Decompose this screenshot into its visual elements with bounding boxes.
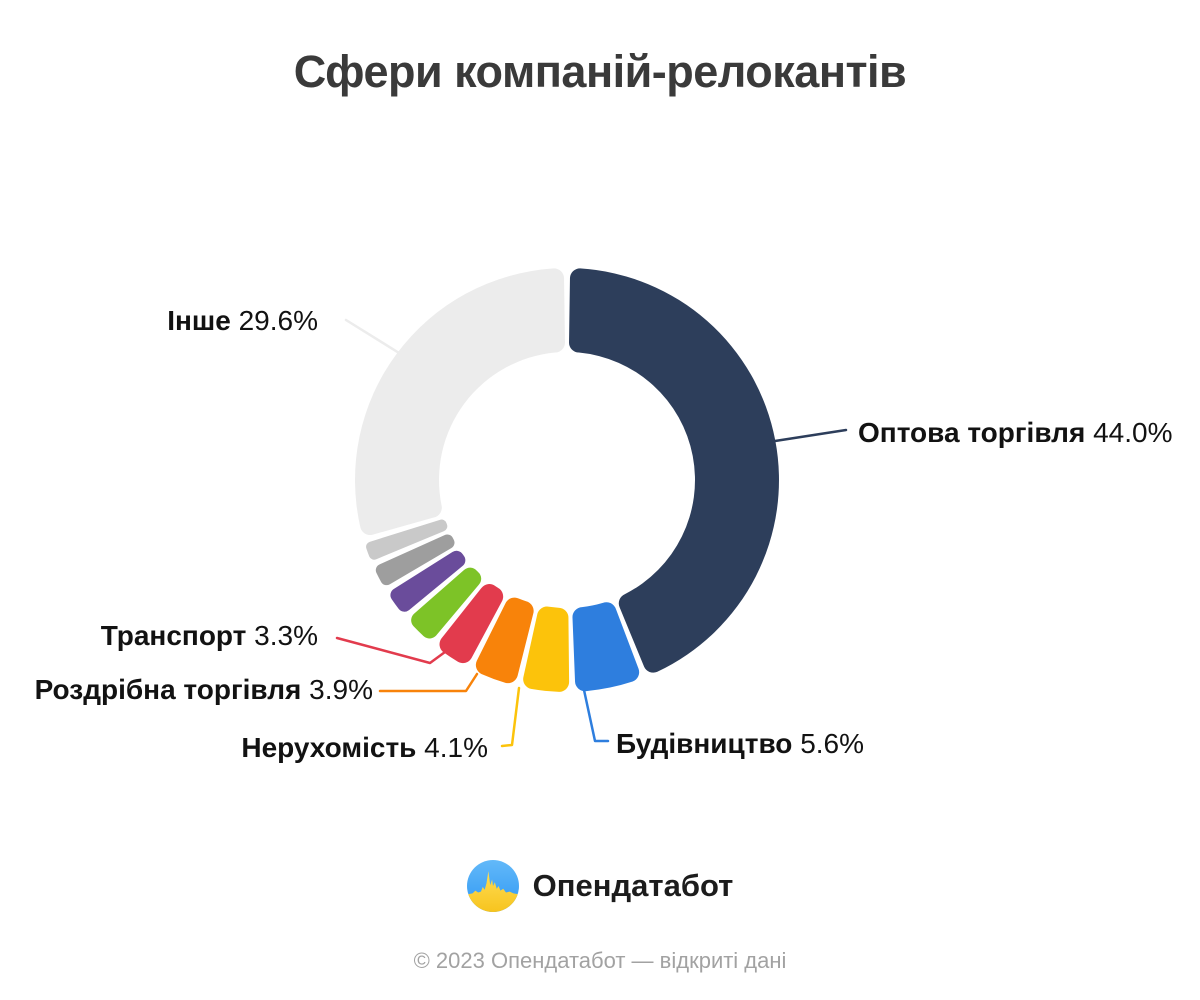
slice-label-value: 5.6%: [800, 728, 865, 759]
leader-line-оптова-торгівля: [773, 428, 848, 443]
slice-label-name: Інше: [167, 305, 239, 336]
slice-label-value: 3.3%: [254, 620, 318, 651]
donut-slice-other-8: [366, 519, 448, 560]
donut-slice-other-5: [411, 567, 482, 639]
donut-slice-other-6: [390, 550, 466, 612]
donut-slice-оптова-торгівля: [569, 268, 779, 673]
slice-label-name: Будівництво: [616, 728, 801, 759]
slice-label-транспорт: Транспорт 3.3%: [101, 619, 318, 653]
slice-label-value: 4.1%: [424, 732, 488, 763]
slice-label-value: 3.9%: [309, 674, 373, 705]
slice-label-будівництво: Будівництво 5.6%: [616, 727, 864, 761]
slice-label-value: 29.6%: [238, 305, 318, 336]
donut-slice-інше: [355, 268, 565, 536]
brand-lockup: Опендатабот: [0, 860, 1200, 912]
donut-slice-будівництво: [572, 602, 640, 692]
leader-line-роздрібна-торгівля: [378, 672, 479, 693]
slice-label-name: Оптова торгівля: [858, 417, 1094, 448]
slice-label-name: Нерухомість: [241, 732, 425, 763]
leader-line-транспорт: [335, 636, 447, 665]
slice-label-name: Роздрібна торгівля: [34, 674, 310, 705]
slice-label-нерухомість: Нерухомість 4.1%: [241, 731, 488, 765]
donut-slice-other-7: [375, 534, 455, 586]
leader-line-будівництво: [582, 688, 610, 743]
opendatabot-logo-icon: [466, 860, 519, 912]
slice-label-value: 44.0%: [1093, 417, 1173, 448]
donut-slice-нерухомість: [523, 606, 570, 692]
slice-label-роздрібна-торгівля: Роздрібна торгівля 3.9%: [35, 673, 373, 707]
slice-label-name: Транспорт: [100, 620, 255, 651]
copyright-text: © 2023 Опендатабот — відкриті дані: [413, 948, 787, 973]
brand-name: Опендатабот: [532, 868, 734, 903]
leader-line-нерухомість: [500, 686, 521, 748]
slice-label-оптова-торгівля: Оптова торгівля 44.0%: [858, 416, 1172, 450]
donut-slice-транспорт: [439, 584, 504, 664]
slice-label-інше: Інше 29.6%: [167, 304, 318, 338]
donut-slice-роздрібна-торгівля: [475, 597, 534, 684]
chart-title: Сфери компаній-релокантів: [293, 46, 907, 97]
